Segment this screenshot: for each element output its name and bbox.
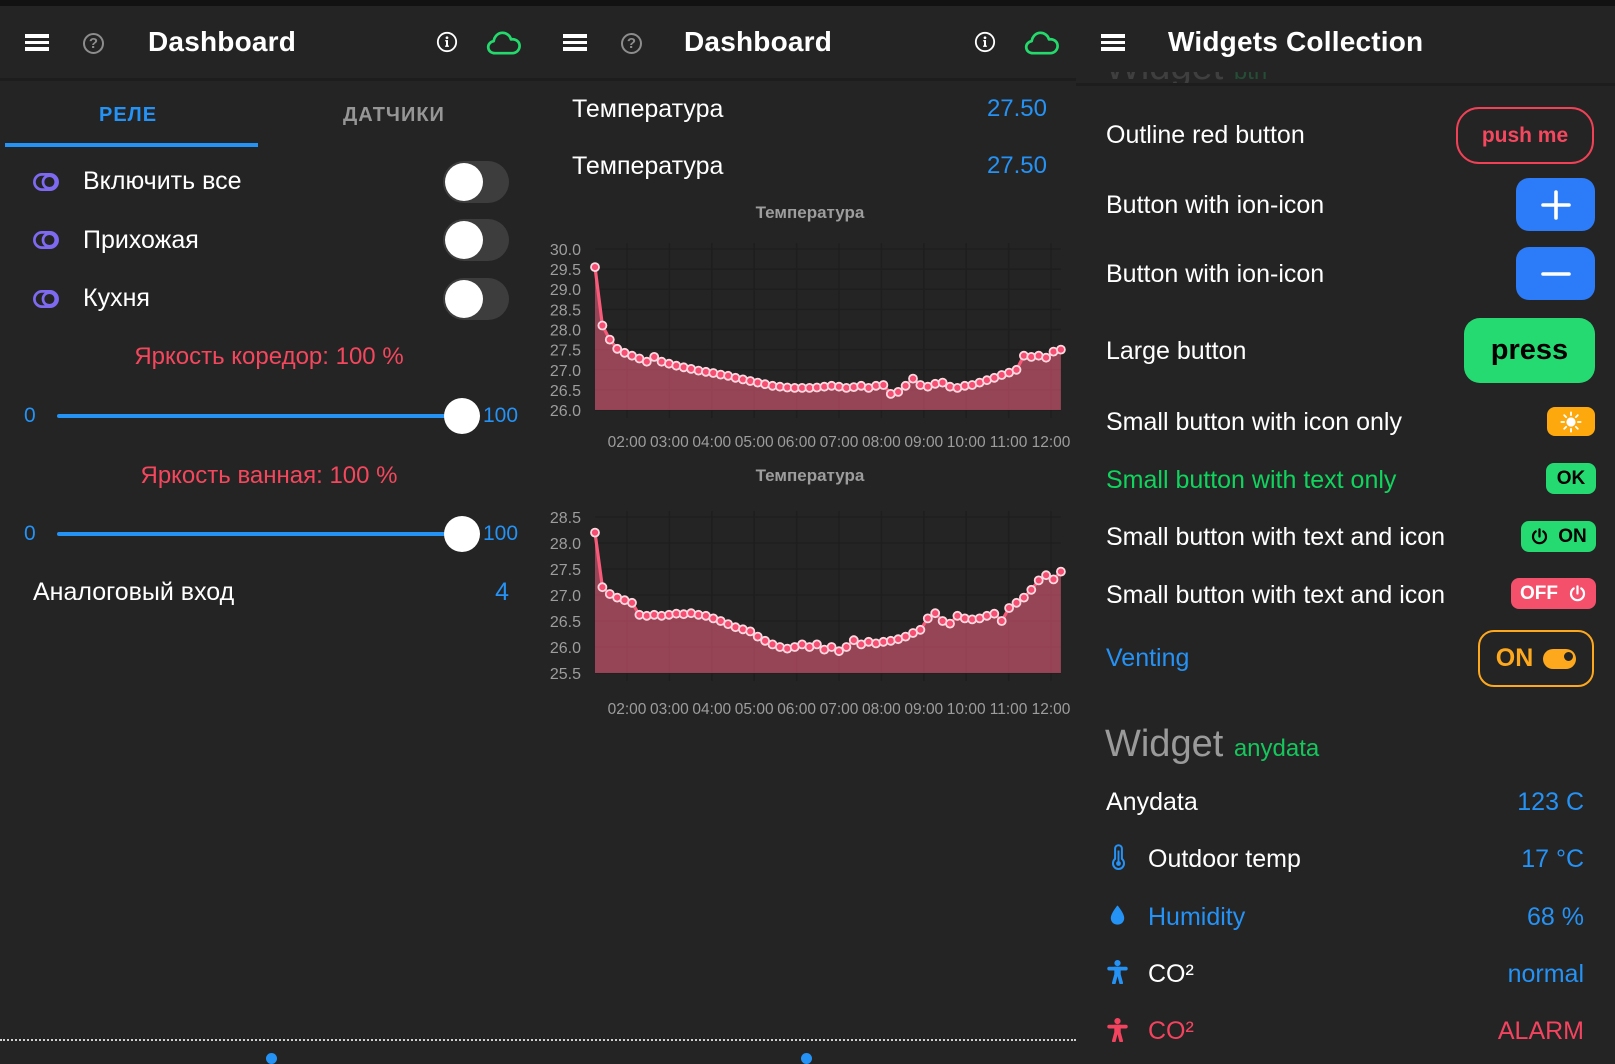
svg-text:30.0: 30.0 <box>550 242 581 259</box>
svg-text:12:00: 12:00 <box>1032 434 1071 451</box>
svg-text:05:00: 05:00 <box>735 701 774 718</box>
svg-text:28.0: 28.0 <box>550 536 581 553</box>
svg-text:03:00: 03:00 <box>650 434 689 451</box>
svg-text:27.0: 27.0 <box>550 363 581 380</box>
svg-text:05:00: 05:00 <box>735 434 774 451</box>
svg-text:27.5: 27.5 <box>550 343 581 360</box>
svg-text:04:00: 04:00 <box>692 434 731 451</box>
svg-text:07:00: 07:00 <box>820 701 859 718</box>
svg-text:26.5: 26.5 <box>550 383 581 400</box>
svg-text:29.0: 29.0 <box>550 282 581 299</box>
svg-text:Температура: Температура <box>756 466 865 485</box>
svg-text:07:00: 07:00 <box>820 434 859 451</box>
svg-text:25.5: 25.5 <box>550 666 581 683</box>
svg-text:02:00: 02:00 <box>608 434 647 451</box>
svg-text:27.5: 27.5 <box>550 562 581 579</box>
svg-text:06:00: 06:00 <box>777 434 816 451</box>
svg-text:26.0: 26.0 <box>550 640 581 657</box>
svg-text:03:00: 03:00 <box>650 701 689 718</box>
svg-text:02:00: 02:00 <box>608 701 647 718</box>
svg-text:10:00: 10:00 <box>947 434 986 451</box>
svg-text:11:00: 11:00 <box>990 434 1028 451</box>
svg-text:27.0: 27.0 <box>550 588 581 605</box>
svg-text:29.5: 29.5 <box>550 262 581 279</box>
svg-text:08:00: 08:00 <box>862 434 901 451</box>
svg-text:11:00: 11:00 <box>990 701 1028 718</box>
svg-text:26.5: 26.5 <box>550 614 581 631</box>
svg-text:06:00: 06:00 <box>777 701 816 718</box>
svg-text:09:00: 09:00 <box>904 701 943 718</box>
svg-text:26.0: 26.0 <box>550 403 581 420</box>
svg-text:10:00: 10:00 <box>947 701 986 718</box>
svg-text:28.5: 28.5 <box>550 302 581 319</box>
svg-text:28.0: 28.0 <box>550 323 581 340</box>
svg-text:28.5: 28.5 <box>550 510 581 527</box>
svg-text:04:00: 04:00 <box>692 701 731 718</box>
svg-text:09:00: 09:00 <box>904 434 943 451</box>
svg-text:08:00: 08:00 <box>862 701 901 718</box>
svg-text:12:00: 12:00 <box>1032 701 1071 718</box>
svg-text:Температура: Температура <box>756 203 865 222</box>
